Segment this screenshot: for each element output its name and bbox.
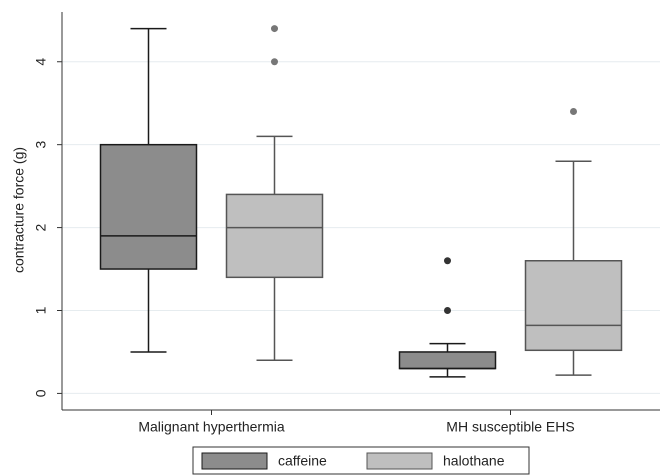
box: [524, 260, 623, 352]
y-tick-label: 4: [33, 58, 49, 66]
outlier: [271, 25, 278, 33]
outlier: [570, 108, 577, 115]
outlier: [444, 257, 451, 265]
outlier: [444, 307, 451, 314]
y-tick-label: 0: [33, 389, 49, 397]
y-axis-label: contracture force (g): [11, 147, 27, 273]
y-tick-label: 3: [33, 141, 49, 149]
outlier: [271, 58, 278, 66]
box: [398, 351, 497, 370]
legend-label: caffeine: [278, 453, 327, 469]
box: [225, 193, 324, 279]
x-tick-label: Malignant hyperthermia: [138, 419, 285, 435]
y-tick-label: 2: [33, 223, 49, 231]
x-tick-label: MH susceptible EHS: [446, 419, 574, 435]
legend-swatch: [366, 452, 433, 470]
y-tick-label: 1: [33, 306, 49, 314]
legend-label: halothane: [443, 453, 505, 469]
box: [99, 143, 198, 270]
legend-swatch: [201, 452, 268, 470]
